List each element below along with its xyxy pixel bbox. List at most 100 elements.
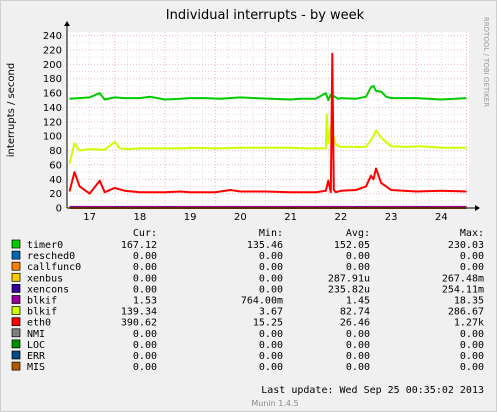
x-tick-label: 20 [234,212,247,223]
x-tick-label: 24 [435,212,448,223]
legend-value-min: 15.25 [253,318,283,329]
legend-value-cur: 0.00 [133,284,157,295]
x-tick-label: 17 [83,212,96,223]
legend-label: callfunc0 [27,262,81,273]
legend-value-min: 0.00 [259,340,283,351]
legend-header-min: Min: [259,228,283,239]
legend-value-avg: 0.00 [346,329,370,340]
legend-value-cur: 0.00 [133,273,157,284]
legend-header-avg: Avg: [346,228,370,239]
legend-value-min: 0.00 [259,262,283,273]
x-tick-label: 18 [133,212,146,223]
legend-header-max: Max: [460,228,484,239]
y-tick-label: 180 [43,74,62,85]
legend-swatch [11,295,21,304]
legend-label: xenbus [27,273,63,284]
x-tick-label: 22 [334,212,347,223]
legend-value-cur: 0.00 [133,351,157,362]
legend-swatch [11,361,21,371]
y-tick-label: 220 [43,45,62,56]
y-tick-label: 120 [43,117,62,128]
legend-value-max: 286.67 [448,307,484,318]
legend-value-min: 0.00 [259,273,283,284]
legend-value-min: 0.00 [259,329,283,340]
y-axis-arrow [64,21,70,26]
legend-value-cur: 167.12 [121,240,157,251]
legend-value-min: 0.00 [259,251,283,262]
series-line-timer0 [69,84,467,102]
plot-area [67,32,469,208]
legend-value-avg: 82.74 [340,307,370,318]
legend-label: timer0 [27,240,63,251]
legend-swatch [11,306,21,315]
legend-value-avg: 0.00 [346,251,370,262]
x-axis-arrow [475,205,480,211]
legend-value-max: 0.00 [460,340,484,351]
legend-value-avg: 1.45 [346,296,370,307]
legend-value-max: 230.03 [448,240,484,251]
legend-value-cur: 0.00 [133,340,157,351]
legend-value-max: 267.48m [442,273,484,284]
legend-value-min: 0.00 [259,284,283,295]
legend-value-avg: 0.00 [346,362,370,373]
x-tick-label: 21 [284,212,297,223]
legend-swatch [11,328,21,338]
legend-value-cur: 0.00 [133,329,157,340]
x-tick-label: 23 [385,212,398,223]
grid [67,32,469,208]
legend-value-min: 764.00m [241,296,283,307]
y-tick-label: 200 [43,60,62,71]
legend-label: LOC [27,340,45,351]
y-tick-labels: 0 20 40 60 80 100 120 140 160 180 200 220 240 [43,31,62,214]
y-tick-label: 240 [43,31,62,42]
legend-value-max: 0.00 [460,362,484,373]
legend-value-max: 18.35 [454,296,484,307]
legend-swatch [11,250,21,260]
axes [64,21,480,211]
legend-value-cur: 139.34 [121,307,157,318]
y-tick-label: 40 [49,175,62,186]
legend-label: eth0 [27,318,51,329]
y-tick-label: 100 [43,132,62,143]
y-tick-label: 60 [49,160,62,171]
legend-value-avg: 26.46 [340,318,370,329]
legend-value-min: 0.00 [259,362,283,373]
legend-value-cur: 390.62 [121,318,157,329]
rrdtool-watermark: RRDTOOL / TOBI OETIKER [482,17,490,107]
y-tick-label: 160 [43,89,62,100]
legend-value-cur: 0.00 [133,362,157,373]
legend-label: ERR [27,351,46,362]
legend-value-avg: 287.91u [328,273,370,284]
last-update: Last update: Wed Sep 25 00:35:02 2013 [261,385,484,396]
x-tick-label: 19 [184,212,197,223]
y-tick-label: 20 [49,189,62,200]
legend-table: Cur: Min: Avg: Max: timer0 167.12 135.46 15… [11,228,484,373]
legend-swatch [11,284,21,293]
legend-value-cur: 0.00 [133,251,157,262]
legend-value-cur: 1.53 [133,296,157,307]
legend-value-avg: 0.00 [346,340,370,351]
series-line-eth0 [68,52,467,195]
legend-value-max: 0.00 [460,262,484,273]
chart-title: Individual interrupts - by week [166,8,365,23]
y-axis-label: interrupts / second [6,63,17,157]
x-tick-labels: 17 18 19 20 21 22 23 24 [83,212,447,223]
legend-label: blkif [27,307,57,318]
legend-value-max: 1.27k [454,318,484,329]
legend-value-avg: 0.00 [346,262,370,273]
legend-value-min: 0.00 [259,351,283,362]
legend-value-max: 0.00 [460,251,484,262]
y-tick-label: 80 [49,146,62,157]
legend-label: NMI [27,329,45,340]
legend-swatch [11,261,21,271]
legend-swatch [11,317,21,327]
legend-value-max: 254.11m [442,284,484,295]
legend-value-avg: 152.05 [334,240,370,251]
legend-swatch [11,272,21,282]
legend-label: xencons [27,284,69,295]
legend-value-max: 0.00 [460,351,484,362]
munin-version: Munin 1.4.5 [251,399,298,408]
y-tick-label: 0 [56,204,62,215]
legend-header-cur: Cur: [133,228,157,239]
